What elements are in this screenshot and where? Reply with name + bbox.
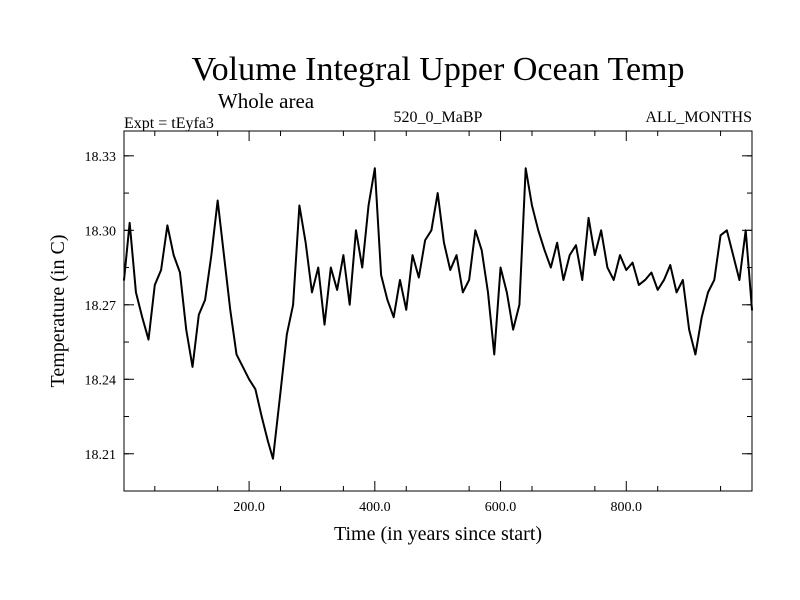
- x-tick-label: 400.0: [359, 500, 391, 515]
- y-axis-ticks: 18.21 18.24 18.27 18.30 18.33: [85, 150, 752, 492]
- plot-frame: [123, 130, 753, 492]
- months-label: ALL_MONTHS: [645, 109, 752, 126]
- x-axis-label: Time (in years since start): [334, 523, 542, 545]
- y-tick-label: 18.30: [85, 224, 117, 239]
- x-tick-label: 200.0: [233, 500, 265, 515]
- run-label: 520_0_MaBP: [394, 109, 483, 126]
- y-tick-label: 18.33: [85, 150, 117, 165]
- y-tick-label: 18.21: [85, 448, 117, 463]
- y-tick-label: 18.24: [85, 373, 117, 388]
- x-tick-label: 800.0: [611, 500, 643, 515]
- chart-title: Volume Integral Upper Ocean Temp: [192, 51, 685, 88]
- y-tick-label: 18.27: [85, 299, 117, 314]
- temperature-series-line: [123, 167, 753, 460]
- chart-subtitle: Whole area: [218, 89, 315, 113]
- x-axis-ticks: 200.0 400.0 600.0 800.0: [154, 131, 722, 515]
- y-axis-label: Temperature (in C): [47, 235, 69, 388]
- experiment-label: Expt = tEyfa3: [124, 115, 214, 132]
- x-tick-label: 600.0: [485, 500, 517, 515]
